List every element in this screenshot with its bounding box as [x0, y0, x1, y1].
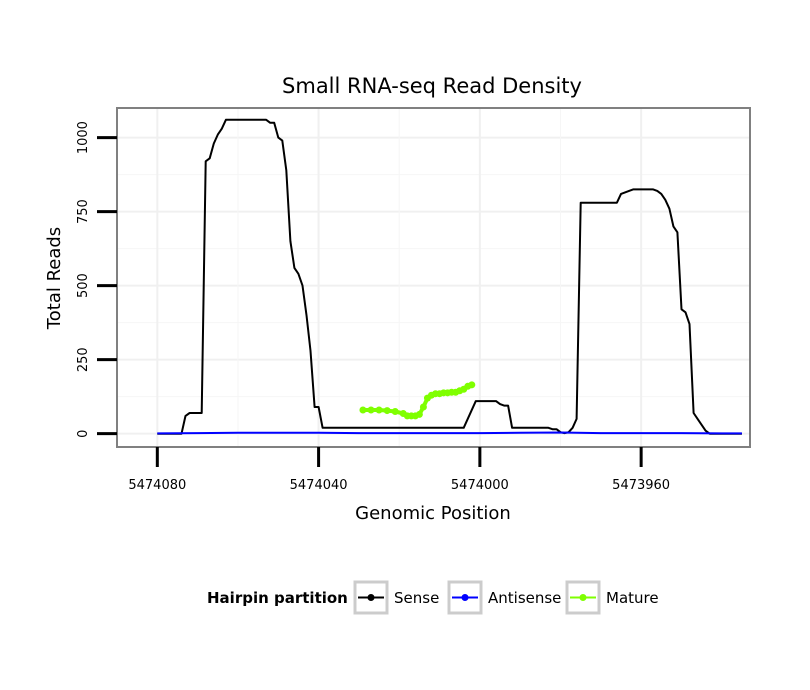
series-point-mature: [391, 407, 399, 415]
x-tick-label: 5474000: [451, 478, 509, 493]
legend-point-antisense: [461, 594, 469, 601]
series-point-mature: [375, 406, 383, 414]
legend-point-mature: [579, 594, 587, 601]
x-tick-label: 5474080: [128, 478, 186, 493]
plot-border: [116, 107, 751, 448]
x-tick-label: 5474040: [290, 478, 348, 493]
legend-label-antisense: Antisense: [488, 589, 561, 607]
legend: Hairpin partition Sense Antisense Mature: [207, 580, 659, 615]
y-tick-label: 250: [76, 347, 91, 372]
y-tick-label: 0: [76, 430, 91, 438]
legend-point-sense: [367, 594, 375, 601]
plot-panel: [117, 108, 750, 447]
legend-title: Hairpin partition: [207, 589, 348, 607]
series-line-antisense: [157, 431, 742, 435]
series-point-mature: [468, 381, 476, 389]
x-axis: 5474080 5474040 5474000 5473960: [128, 447, 670, 493]
series-point-mature: [367, 406, 375, 414]
chart-title: Small RNA-seq Read Density: [282, 74, 582, 98]
legend-label-sense: Sense: [394, 589, 439, 607]
series-point-mature: [415, 410, 423, 418]
y-axis-title: Total Reads: [44, 227, 65, 330]
series-point-mature: [359, 406, 367, 414]
series-line-sense: [157, 118, 742, 435]
series-point-mature: [383, 407, 391, 415]
x-tick-label: 5473960: [612, 478, 670, 493]
grid: [117, 108, 750, 447]
series-point-mature: [419, 403, 427, 411]
y-tick-label: 1000: [76, 121, 91, 154]
y-tick-label: 500: [76, 273, 91, 298]
series-layer: [157, 118, 742, 435]
y-axis: 0 250 500 750 1000: [76, 121, 117, 438]
legend-label-mature: Mature: [606, 589, 659, 607]
y-tick-label: 750: [76, 199, 91, 224]
x-axis-title: Genomic Position: [355, 503, 511, 524]
